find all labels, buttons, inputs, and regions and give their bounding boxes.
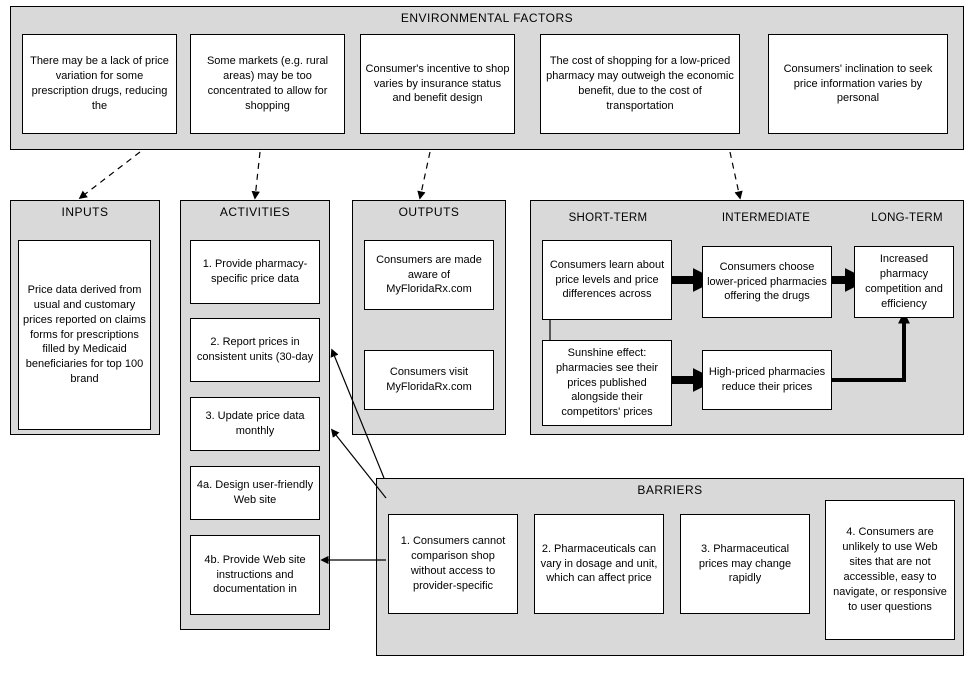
activities-box-2: 3. Update price data monthly: [190, 397, 320, 451]
activities-box-1: 2. Report prices in consistent units (30…: [190, 318, 320, 382]
activities-title: ACTIVITIES: [181, 201, 329, 221]
outputs-box-1: Consumers visit MyFloridaRx.com: [364, 350, 494, 410]
barriers-box-2: 3. Pharmaceutical prices may change rapi…: [680, 514, 810, 614]
env-title: ENVIRONMENTAL FACTORS: [11, 7, 963, 27]
inputs-title: INPUTS: [11, 201, 159, 221]
activities-box-3: 4a. Design user-friendly Web site: [190, 466, 320, 520]
outputs-title: OUTPUTS: [353, 201, 505, 221]
outputs-box-0: Consumers are made aware of MyFloridaRx.…: [364, 240, 494, 310]
outcomes-box-st1: Consumers learn about price levels and p…: [542, 240, 672, 320]
outcomes-box-im2: High-priced pharmacies reduce their pric…: [702, 350, 832, 410]
env-box-0: There may be a lack of price variation f…: [22, 34, 177, 134]
outcomes-box-st2: Sunshine effect: pharmacies see their pr…: [542, 340, 672, 426]
barriers-box-1: 2. Pharmaceuticals can vary in dosage an…: [534, 514, 664, 614]
inputs-box: Price data derived from usual and custom…: [18, 240, 151, 430]
env-box-3: The cost of shopping for a low-priced ph…: [540, 34, 740, 134]
env-box-2: Consumer's incentive to shop varies by i…: [360, 34, 515, 134]
outcomes-subtitle-1: INTERMEDIATE: [706, 212, 826, 224]
activities-box-0: 1. Provide pharmacy-specific price data: [190, 240, 320, 304]
outcomes-box-im1: Consumers choose lower-priced pharmacies…: [702, 246, 832, 318]
env-box-4: Consumers' inclination to seek price inf…: [768, 34, 948, 134]
outcomes-subtitle-0: SHORT-TERM: [548, 212, 668, 224]
barriers-title: BARRIERS: [377, 479, 963, 499]
outcomes-subtitle-2: LONG-TERM: [862, 212, 952, 224]
env-box-1: Some markets (e.g. rural areas) may be t…: [190, 34, 345, 134]
outcomes-box-lt1: Increased pharmacy competition and effic…: [854, 246, 954, 318]
barriers-box-3: 4. Consumers are unlikely to use Web sit…: [825, 500, 955, 640]
barriers-box-0: 1. Consumers cannot comparison shop with…: [388, 514, 518, 614]
activities-box-4: 4b. Provide Web site instructions and do…: [190, 535, 320, 615]
